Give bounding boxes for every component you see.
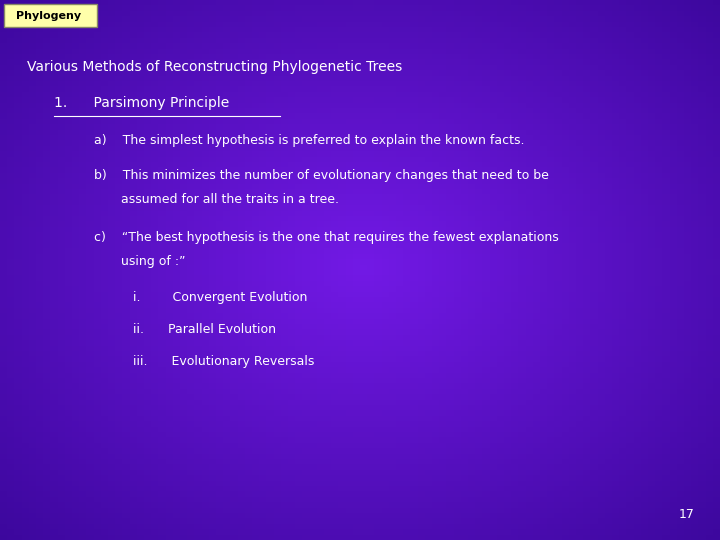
Text: 1.      Parsimony Principle: 1. Parsimony Principle: [54, 96, 229, 110]
Text: ii.      Parallel Evolution: ii. Parallel Evolution: [133, 323, 276, 336]
Text: a)    The simplest hypothesis is preferred to explain the known facts.: a) The simplest hypothesis is preferred …: [94, 134, 524, 147]
Text: assumed for all the traits in a tree.: assumed for all the traits in a tree.: [121, 193, 339, 206]
FancyBboxPatch shape: [4, 4, 97, 27]
Text: Phylogeny: Phylogeny: [17, 11, 81, 21]
Text: i.        Convergent Evolution: i. Convergent Evolution: [133, 291, 307, 303]
Text: b)    This minimizes the number of evolutionary changes that need to be: b) This minimizes the number of evolutio…: [94, 169, 549, 182]
Text: 17: 17: [679, 508, 695, 521]
Text: c)    “The best hypothesis is the one that requires the fewest explanations: c) “The best hypothesis is the one that …: [94, 231, 558, 244]
Text: using of :”: using of :”: [121, 255, 186, 268]
Text: iii.      Evolutionary Reversals: iii. Evolutionary Reversals: [133, 355, 315, 368]
Text: Various Methods of Reconstructing Phylogenetic Trees: Various Methods of Reconstructing Phylog…: [27, 60, 402, 75]
